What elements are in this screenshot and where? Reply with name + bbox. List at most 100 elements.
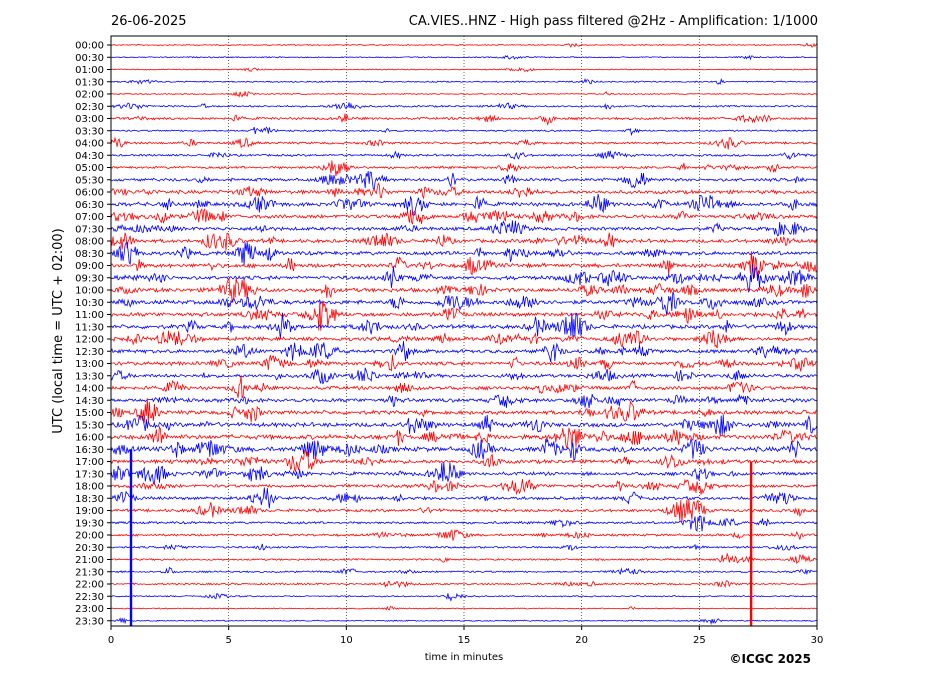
trace-02:00 (110, 90, 818, 98)
y-tick-label-33: 16:30 (75, 445, 104, 456)
trace-11:00 (110, 300, 818, 331)
trace-11:30 (110, 312, 818, 340)
trace-15:30 (110, 414, 818, 436)
y-tick-label-42: 21:00 (75, 555, 104, 566)
trace-01:30 (110, 77, 818, 85)
y-tick-label-24: 12:00 (75, 335, 104, 346)
trace-04:30 (110, 150, 818, 160)
y-tick-label-18: 09:00 (75, 261, 104, 272)
title-left: 26-06-2025 (111, 14, 187, 29)
y-tick-label-40: 20:00 (75, 531, 104, 542)
y-tick-label-43: 21:30 (75, 567, 104, 578)
x-tick-label-2: 10 (340, 635, 353, 646)
trace-15:00 (110, 398, 818, 424)
y-tick-label-2: 01:00 (75, 65, 104, 76)
copyright-label: ©ICGC 2025 (729, 652, 811, 666)
y-axis-label: UTC (local time = UTC + 02:00) (51, 228, 66, 433)
y-tick-label-14: 07:00 (75, 212, 104, 223)
trace-13:00 (110, 354, 818, 372)
y-tick-label-36: 18:00 (75, 482, 104, 493)
trace-00:00 (111, 42, 818, 48)
y-tick-label-17: 08:30 (75, 249, 104, 260)
trace-19:00 (110, 499, 818, 522)
y-tick-label-29: 14:30 (75, 396, 104, 407)
x-tick-label-4: 20 (575, 635, 588, 646)
y-tick-label-16: 08:00 (75, 237, 104, 248)
y-tick-label-1: 00:30 (75, 53, 104, 64)
trace-19:30 (110, 515, 818, 532)
y-tick-label-6: 03:00 (75, 114, 104, 125)
x-tick-label-3: 15 (458, 635, 471, 646)
y-tick-label-46: 23:00 (75, 604, 104, 615)
y-tick-label-25: 12:30 (75, 347, 104, 358)
trace-06:00 (110, 182, 817, 200)
seismic-events (129, 449, 753, 626)
trace-23:00 (110, 605, 818, 611)
x-tick-label-5: 25 (693, 635, 706, 646)
trace-09:00 (110, 251, 818, 278)
y-tick-label-20: 10:00 (75, 286, 104, 297)
y-tick-label-7: 03:30 (75, 126, 104, 137)
trace-00:30 (111, 54, 818, 61)
y-tick-label-37: 18:30 (75, 494, 104, 505)
y-tick-label-28: 14:00 (75, 384, 104, 395)
trace-03:00 (110, 113, 818, 126)
x-axis-ticks: 0 5 10 15 20 25 30 (108, 626, 824, 646)
trace-02:30 (110, 102, 818, 110)
y-tick-label-9: 04:30 (75, 151, 104, 162)
trace-21:30 (110, 566, 818, 576)
x-tick-label-6: 30 (811, 635, 824, 646)
y-tick-label-4: 02:00 (75, 90, 104, 101)
y-tick-label-27: 13:30 (75, 371, 104, 382)
y-tick-label-12: 06:00 (75, 188, 104, 199)
trace-12:30 (110, 341, 818, 362)
trace-20:30 (110, 543, 818, 552)
y-tick-label-41: 20:30 (75, 543, 104, 554)
trace-08:30 (110, 241, 818, 266)
y-tick-label-35: 17:30 (75, 469, 104, 480)
trace-22:00 (110, 580, 818, 589)
trace-20:00 (110, 529, 818, 541)
y-tick-label-32: 16:00 (75, 433, 104, 444)
y-tick-label-34: 17:00 (75, 457, 104, 468)
y-tick-label-15: 07:30 (75, 224, 104, 235)
x-tick-label-0: 0 (108, 635, 114, 646)
trace-23:30 (110, 617, 818, 626)
y-tick-label-3: 01:30 (75, 77, 104, 88)
y-tick-label-10: 05:00 (75, 163, 104, 174)
trace-14:30 (110, 394, 818, 408)
trace-07:00 (110, 208, 818, 225)
y-tick-label-21: 10:30 (75, 298, 104, 309)
y-tick-label-39: 19:30 (75, 518, 104, 529)
y-tick-label-13: 06:30 (75, 200, 104, 211)
y-tick-label-38: 19:00 (75, 506, 104, 517)
trace-22:30 (110, 592, 818, 602)
trace-13:30 (110, 367, 818, 385)
trace-06:30 (110, 194, 818, 216)
x-tick-label-1: 5 (225, 635, 231, 646)
y-tick-label-5: 02:30 (75, 102, 104, 113)
y-tick-label-30: 15:00 (75, 408, 104, 419)
y-tick-label-11: 05:30 (75, 175, 104, 186)
trace-16:00 (110, 425, 818, 449)
y-tick-label-47: 23:30 (75, 616, 104, 627)
trace-17:00 (110, 450, 818, 473)
trace-18:30 (110, 487, 818, 509)
y-tick-label-19: 09:30 (75, 273, 104, 284)
trace-07:30 (110, 220, 818, 237)
y-tick-label-45: 22:30 (75, 592, 104, 603)
trace-04:00 (110, 136, 818, 150)
trace-18:00 (110, 478, 818, 496)
trace-01:00 (110, 67, 818, 73)
y-tick-label-8: 04:00 (75, 139, 104, 150)
trace-05:30 (110, 171, 818, 191)
trace-16:30 (110, 438, 818, 462)
trace-17:30 (110, 462, 818, 486)
y-tick-label-44: 22:00 (75, 580, 104, 591)
y-tick-label-23: 11:30 (75, 322, 104, 333)
trace-21:00 (110, 552, 817, 565)
title-right: CA.VIES..HNZ - High pass filtered @2Hz -… (409, 14, 818, 29)
